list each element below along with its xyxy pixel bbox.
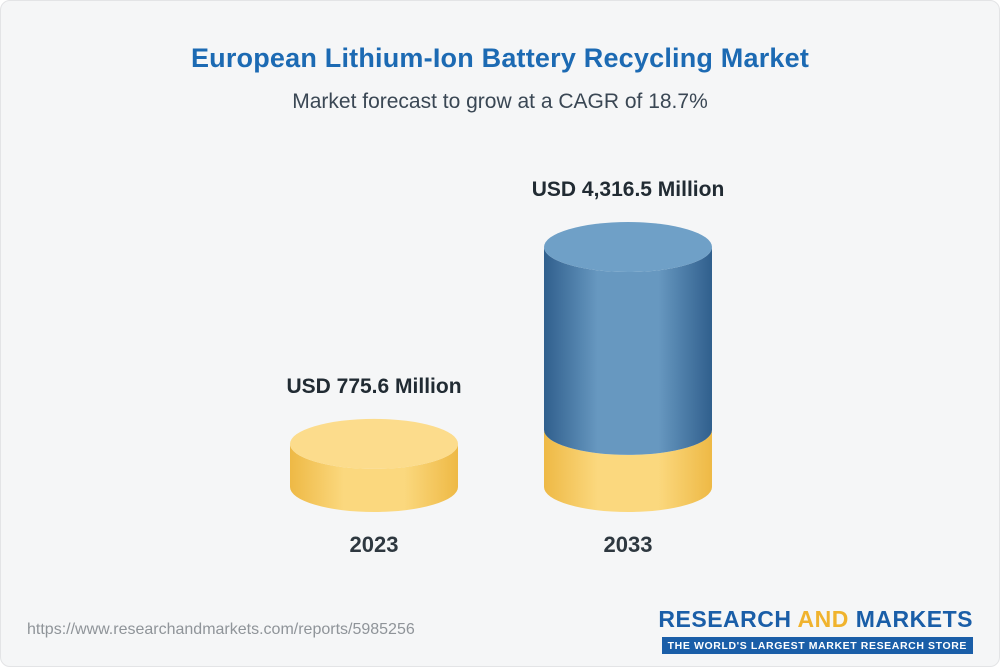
bar-2033-growth-segment [544,247,712,455]
bar-2023-top-face [290,418,458,469]
logo-word-research: RESEARCH [658,606,792,632]
category-label-2033: 2033 [603,532,653,557]
footer: https://www.researchandmarkets.com/repor… [1,594,999,666]
logo-tagline: THE WORLD'S LARGEST MARKET RESEARCH STOR… [661,637,973,654]
value-label-2033: USD 4,316.5 Million [531,178,725,201]
bar-2023-body [290,443,459,512]
bar-2033-base-segment [544,429,712,512]
report-url-link[interactable]: https://www.researchandmarkets.com/repor… [27,621,415,638]
chart-header: European Lithium-Ion Battery Recycling M… [1,1,999,114]
chart-title: European Lithium-Ion Battery Recycling M… [190,43,810,73]
logo-word-markets: MARKETS [855,606,973,632]
category-label-2023: 2023 [349,532,399,557]
bar-2033-top-face [544,222,712,272]
value-label-2023: USD 775.6 Million [286,374,462,398]
logo-word-and: AND [797,606,849,632]
research-and-markets-logo: RESEARCH AND MARKETS THE WORLD'S LARGEST… [658,606,973,654]
logo-wordmark: RESEARCH AND MARKETS [658,606,973,633]
chart-subtitle: Market forecast to grow at a CAGR of 18.… [292,90,708,113]
